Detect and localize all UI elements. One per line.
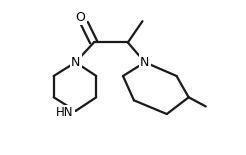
Text: N: N: [71, 56, 80, 69]
Text: N: N: [140, 56, 150, 69]
Text: HN: HN: [56, 106, 73, 119]
Text: O: O: [76, 11, 85, 24]
